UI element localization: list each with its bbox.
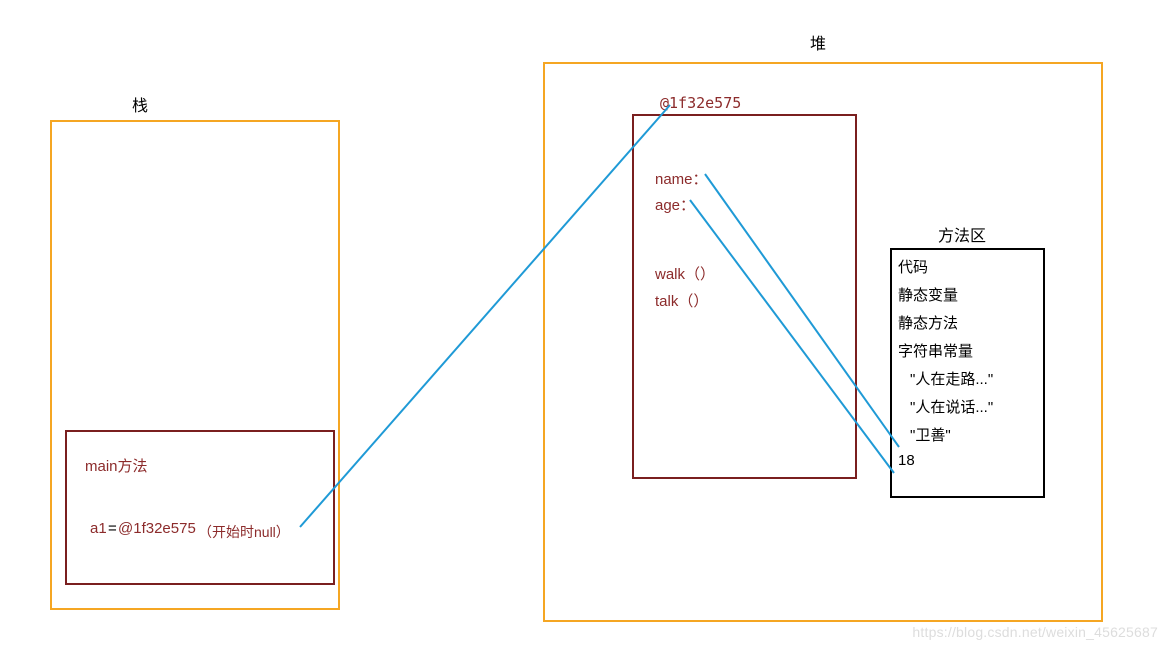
method-area-item: 静态变量 xyxy=(898,284,958,305)
method-area-item: "人在走路..." xyxy=(910,368,993,389)
method-area-item: 静态方法 xyxy=(898,312,958,333)
heap-object-address: @1f32e575 xyxy=(660,94,741,112)
heap-title: 堆 xyxy=(810,30,826,54)
stack-frame-box xyxy=(65,430,335,585)
method-area-item: "卫善" xyxy=(910,424,951,445)
heap-method-walk: walk（） xyxy=(655,263,715,284)
stack-equals: = xyxy=(108,520,117,537)
stack-var-name: a1 xyxy=(90,520,107,537)
heap-field-name: name： xyxy=(655,168,708,189)
method-area-item: 18 xyxy=(898,452,915,469)
stack-frame-header: main方法 xyxy=(85,455,148,476)
method-area-item: 字符串常量 xyxy=(898,340,973,361)
stack-address: @1f32e575 xyxy=(118,520,196,537)
watermark: https://blog.csdn.net/weixin_45625687 xyxy=(912,624,1158,640)
method-area-item: 代码 xyxy=(898,256,928,277)
heap-field-age: age： xyxy=(655,194,695,215)
method-area-item: "人在说话..." xyxy=(910,396,993,417)
heap-method-talk: talk（） xyxy=(655,290,708,311)
stack-title: 栈 xyxy=(132,92,148,116)
stack-note: （开始时null） xyxy=(198,522,290,542)
